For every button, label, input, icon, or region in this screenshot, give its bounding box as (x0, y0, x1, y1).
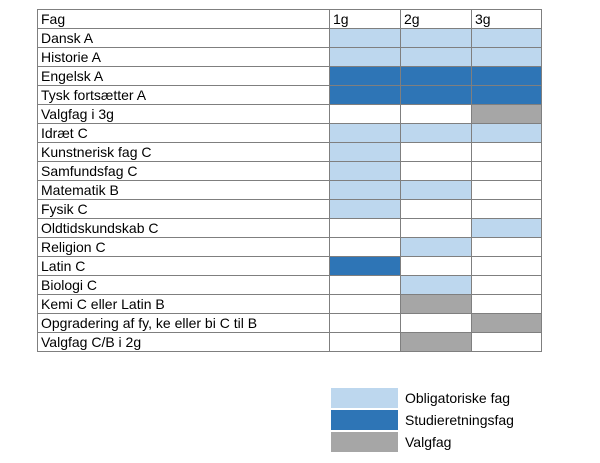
year-cell-2g (400, 199, 472, 219)
subject-cell: Tysk fortsætter A (37, 85, 330, 105)
legend-label: Studieretningsfag (405, 412, 514, 428)
subject-cell: Kemi C eller Latin B (37, 294, 330, 314)
header-1g: 1g (329, 9, 401, 29)
year-cell-3g (471, 85, 542, 105)
year-cell-3g (471, 313, 542, 333)
table-row: Dansk A (37, 28, 542, 48)
year-cell-1g (329, 85, 401, 105)
table-header-row: Fag 1g 2g 3g (37, 9, 542, 29)
table-row: Fysik C (37, 199, 542, 219)
year-cell-3g (471, 256, 542, 276)
header-subject: Fag (37, 9, 330, 29)
year-cell-1g (329, 28, 401, 48)
table-row: Tysk fortsætter A (37, 85, 542, 105)
year-cell-2g (400, 180, 472, 200)
year-cell-2g (400, 85, 472, 105)
legend-label: Obligatoriske fag (405, 390, 511, 406)
subject-cell: Kunstnerisk fag C (37, 142, 330, 162)
year-cell-3g (471, 104, 542, 124)
table-row: Latin C (37, 256, 542, 276)
table-row: Valgfag C/B i 2g (37, 332, 542, 352)
table-row: Kemi C eller Latin B (37, 294, 542, 314)
year-cell-1g (329, 218, 401, 238)
year-cell-1g (329, 237, 401, 257)
table-row: Samfundsfag C (37, 161, 542, 181)
year-cell-2g (400, 142, 472, 162)
year-cell-2g (400, 161, 472, 181)
subject-cell: Idræt C (37, 123, 330, 143)
year-cell-3g (471, 161, 542, 181)
year-cell-3g (471, 142, 542, 162)
year-cell-2g (400, 104, 472, 124)
year-cell-1g (329, 180, 401, 200)
table-row: Oldtidskundskab C (37, 218, 542, 238)
subject-cell: Biologi C (37, 275, 330, 295)
table-row: Biologi C (37, 275, 542, 295)
subject-cell: Opgradering af fy, ke eller bi C til B (37, 313, 330, 333)
subject-cell: Samfundsfag C (37, 161, 330, 181)
subject-cell: Valgfag i 3g (37, 104, 330, 124)
table-row: Valgfag i 3g (37, 104, 542, 124)
year-cell-3g (471, 123, 542, 143)
year-cell-1g (329, 66, 401, 86)
year-cell-2g (400, 47, 472, 67)
year-cell-3g (471, 28, 542, 48)
legend-label: Valgfag (405, 434, 452, 450)
subject-cell: Latin C (37, 256, 330, 276)
year-cell-2g (400, 218, 472, 238)
table-row: Kunstnerisk fag C (37, 142, 542, 162)
year-cell-1g (329, 123, 401, 143)
year-cell-3g (471, 332, 542, 352)
legend-swatch (331, 410, 398, 430)
subject-cell: Valgfag C/B i 2g (37, 332, 330, 352)
year-cell-3g (471, 237, 542, 257)
year-cell-1g (329, 142, 401, 162)
legend-swatch (331, 388, 398, 408)
table-row: Opgradering af fy, ke eller bi C til B (37, 313, 542, 333)
subject-cell: Religion C (37, 237, 330, 257)
year-cell-2g (400, 256, 472, 276)
header-2g: 2g (400, 9, 472, 29)
year-cell-3g (471, 294, 542, 314)
table-row: Matematik B (37, 180, 542, 200)
year-cell-2g (400, 237, 472, 257)
year-cell-2g (400, 275, 472, 295)
table-row: Historie A (37, 47, 542, 67)
legend-swatch (331, 432, 398, 452)
subject-cell: Engelsk A (37, 66, 330, 86)
year-cell-3g (471, 275, 542, 295)
header-3g: 3g (471, 9, 542, 29)
year-cell-3g (471, 180, 542, 200)
year-cell-1g (329, 199, 401, 219)
year-cell-2g (400, 28, 472, 48)
year-cell-1g (329, 294, 401, 314)
year-cell-2g (400, 123, 472, 143)
year-cell-3g (471, 47, 542, 67)
year-cell-1g (329, 161, 401, 181)
year-cell-1g (329, 332, 401, 352)
subject-cell: Oldtidskundskab C (37, 218, 330, 238)
table-row: Engelsk A (37, 66, 542, 86)
year-cell-1g (329, 104, 401, 124)
year-cell-1g (329, 313, 401, 333)
year-cell-2g (400, 332, 472, 352)
year-cell-3g (471, 66, 542, 86)
year-cell-1g (329, 275, 401, 295)
year-cell-2g (400, 294, 472, 314)
table-row: Religion C (37, 237, 542, 257)
subject-cell: Matematik B (37, 180, 330, 200)
year-cell-2g (400, 66, 472, 86)
year-cell-1g (329, 256, 401, 276)
year-cell-2g (400, 313, 472, 333)
subject-cell: Fysik C (37, 199, 330, 219)
year-cell-3g (471, 199, 542, 219)
table-row: Idræt C (37, 123, 542, 143)
year-cell-1g (329, 47, 401, 67)
subject-cell: Historie A (37, 47, 330, 67)
subject-cell: Dansk A (37, 28, 330, 48)
year-cell-3g (471, 218, 542, 238)
